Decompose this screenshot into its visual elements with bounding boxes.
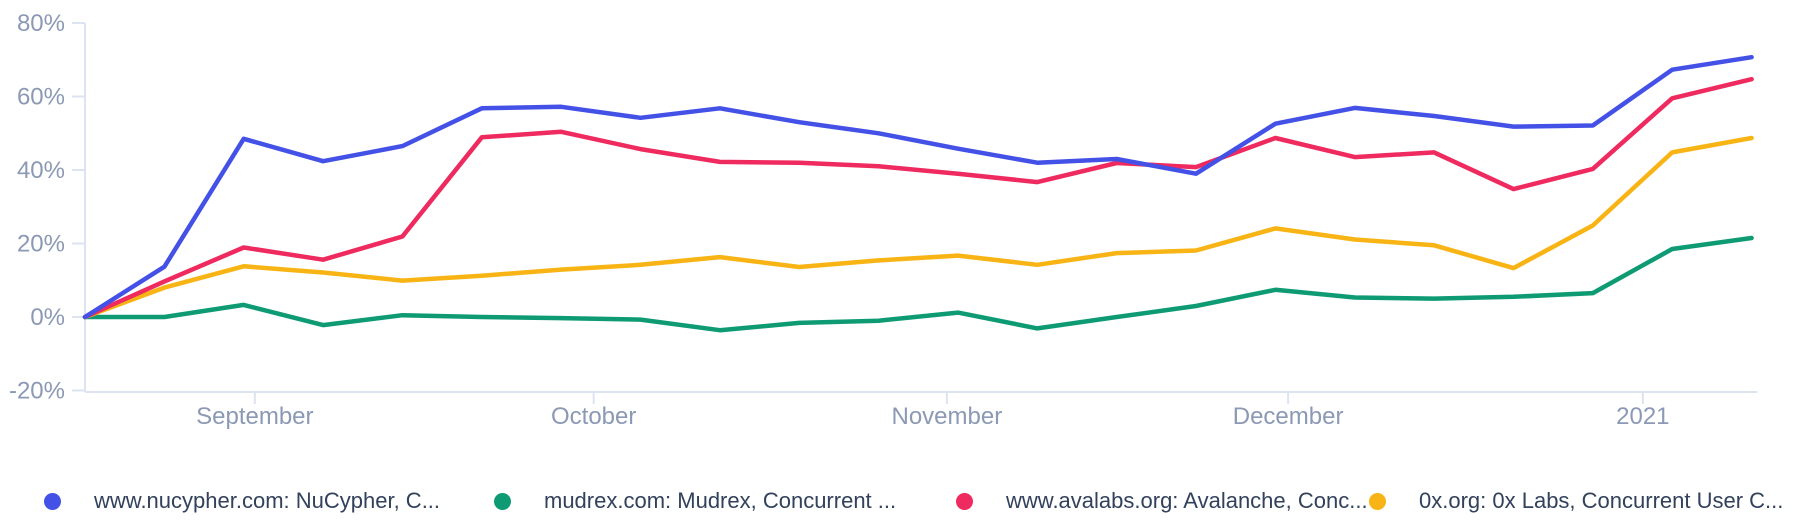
legend-item-0[interactable]: www.nucypher.com: NuCypher, C... [44,486,440,516]
line-chart: 80% 60% 40% 20% 0% -20% September October Novemb… [9,10,1757,430]
series-line-0 [82,54,1754,320]
legend-item-3[interactable]: 0x.org: 0x Labs, Concurrent User C... [1369,486,1783,516]
series-line-3 [82,135,1754,320]
y-axis-tick-label: 0% [30,304,65,331]
chart-legend: www.nucypher.com: NuCypher, C... mudrex.c… [0,486,1816,520]
legend-dot-2 [956,492,973,510]
x-axis-tick-label: November [891,403,1002,430]
legend-label-1: mudrex.com: Mudrex, Concurrent ... [544,488,897,513]
legend-label-2: www.avalabs.org: Avalanche, Conc... [1006,488,1368,513]
legend-dot-1 [494,492,511,510]
series-line-1 [82,235,1754,333]
y-axis-tick-label: 60% [17,84,65,111]
x-axis-tick-label: September [196,403,313,430]
legend-label-3: 0x.org: 0x Labs, Concurrent User C... [1419,488,1784,513]
legend-item-1[interactable]: mudrex.com: Mudrex, Concurrent ... [494,486,896,516]
legend-dot-0 [44,492,61,510]
y-axis-tick-label: 40% [17,157,65,184]
legend-item-2[interactable]: www.avalabs.org: Avalanche, Conc... [956,486,1368,516]
y-axis-tick-label: -20% [9,378,65,405]
x-axis-tick-label: October [551,403,636,430]
series-line-2 [82,76,1754,320]
y-axis-tick-label: 20% [17,231,65,258]
x-axis-tick-label: 2021 [1616,403,1669,430]
legend-dot-3 [1369,492,1386,510]
y-axis-tick-label: 80% [17,10,65,37]
legend-label-0: www.nucypher.com: NuCypher, C... [94,488,441,513]
x-axis-tick-label: December [1233,403,1344,430]
